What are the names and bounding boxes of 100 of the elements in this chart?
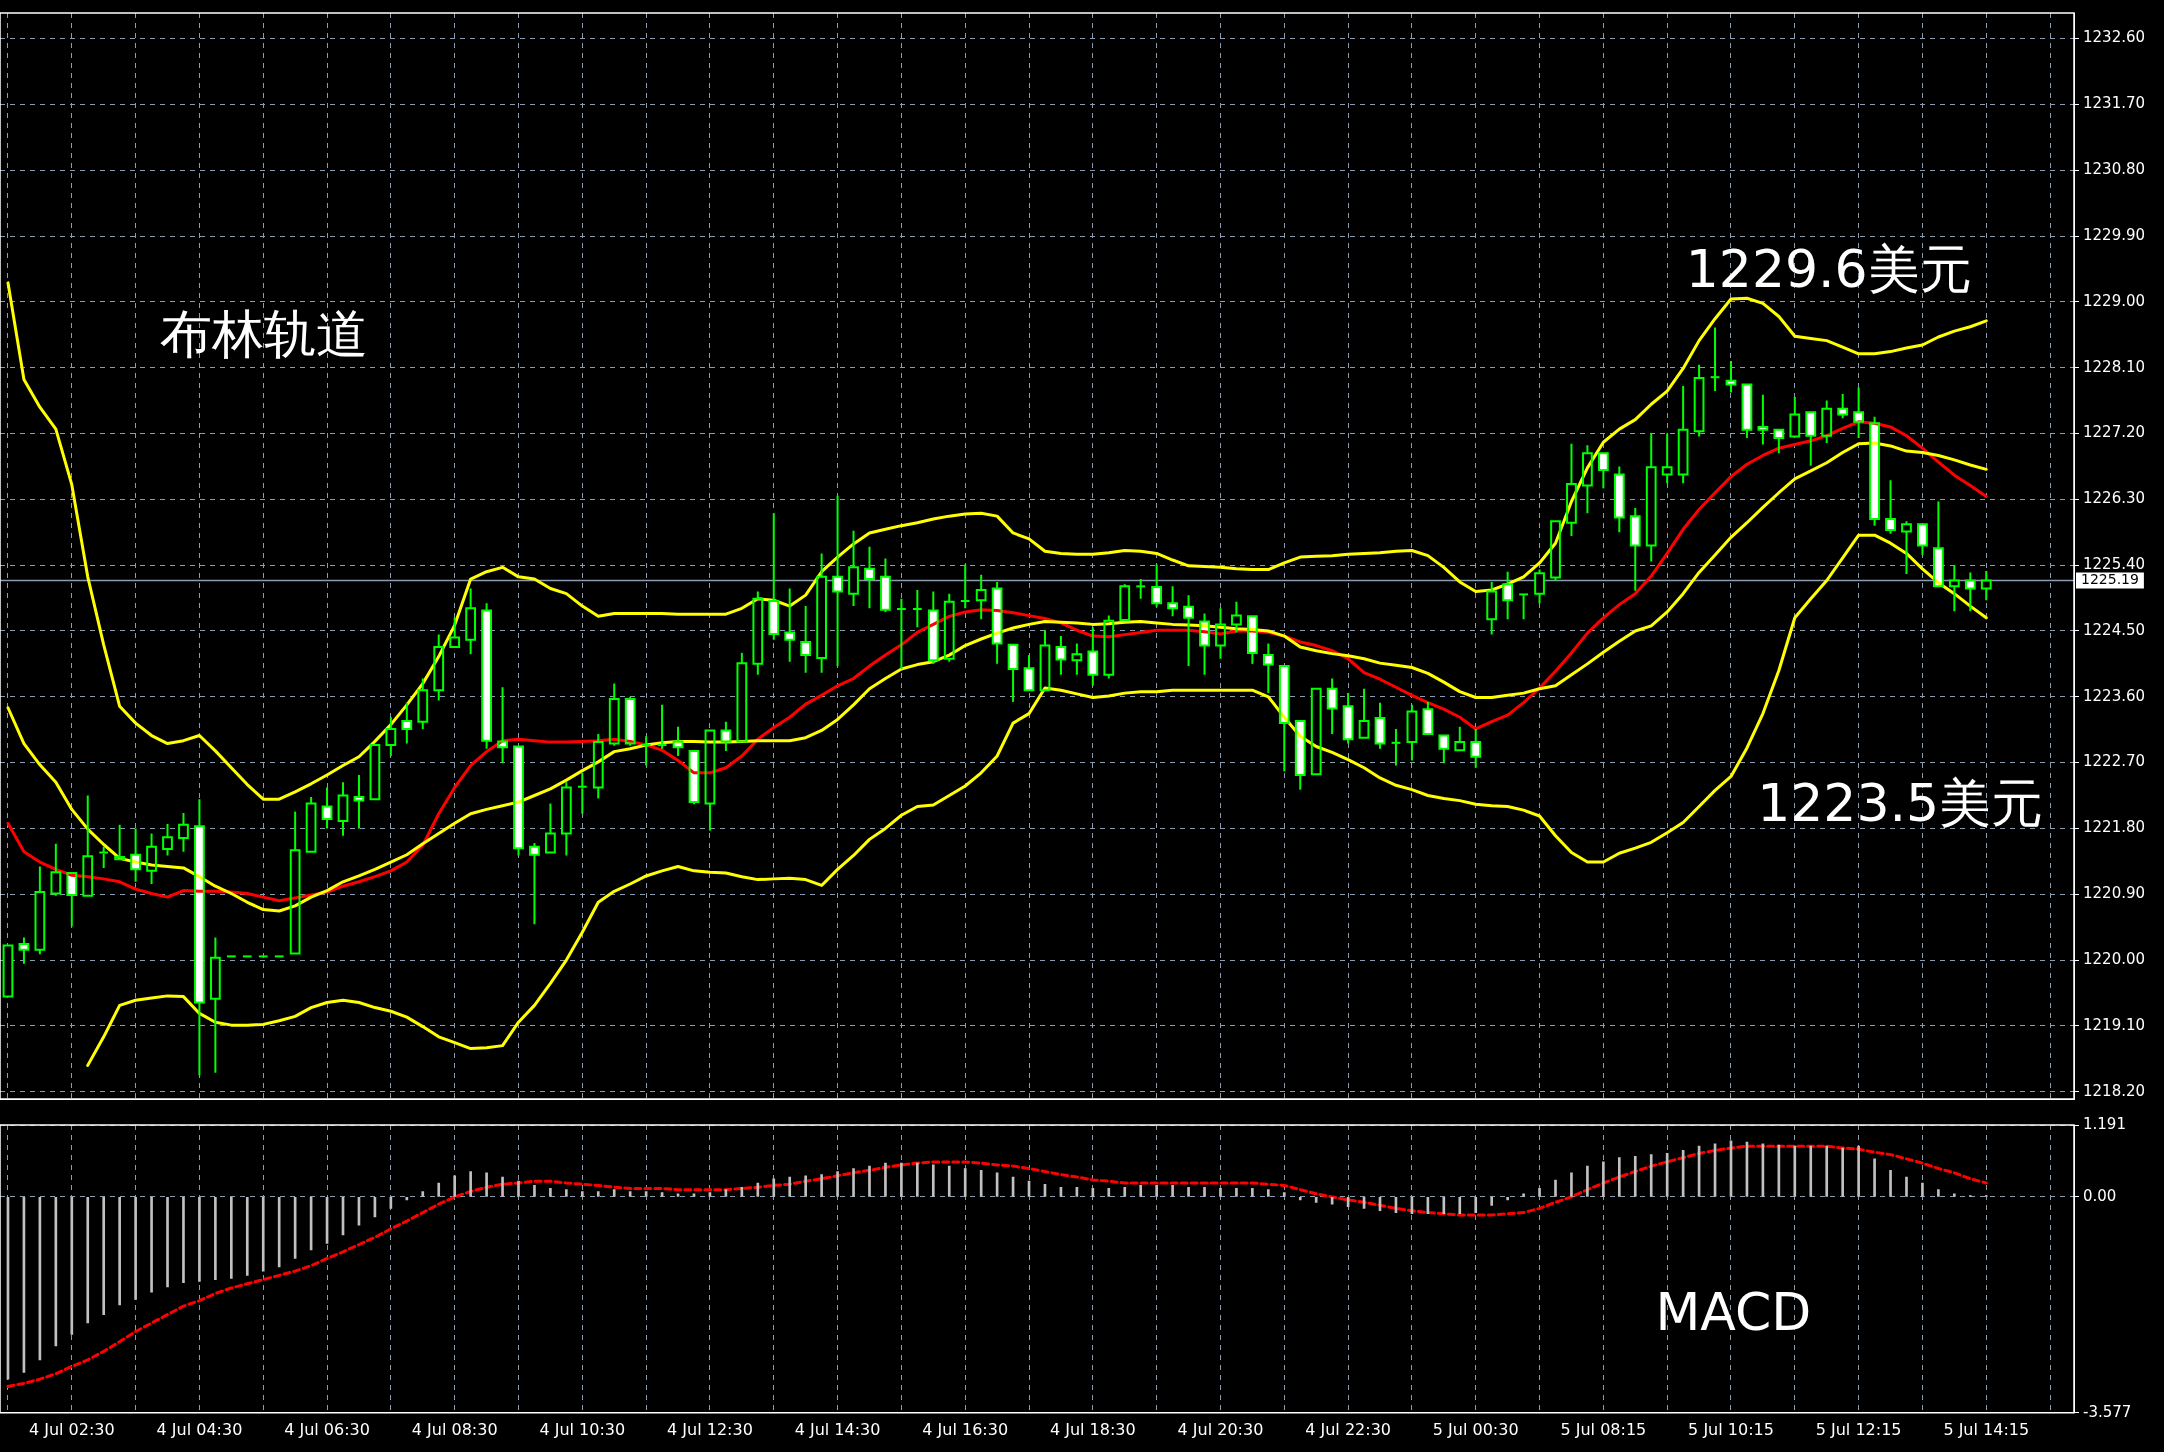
bar (1506, 1197, 1509, 1201)
bar (86, 1197, 90, 1324)
x-tick-label: 4 Jul 10:30 (539, 1419, 626, 1439)
y-tick-label: 1220.00 (2083, 949, 2146, 968)
x-tick-label: 4 Jul 12:30 (667, 1419, 753, 1439)
bar (277, 1197, 281, 1268)
bar (788, 1176, 792, 1197)
bar (868, 1165, 871, 1197)
bar (485, 1172, 488, 1197)
bar (214, 1197, 217, 1280)
bar (1282, 1192, 1286, 1197)
bar (150, 1197, 153, 1293)
x-tick-label: 4 Jul 20:30 (1177, 1419, 1264, 1439)
candlestick (959, 563, 971, 610)
bar (1953, 1193, 1956, 1197)
bar (836, 1171, 839, 1197)
y-tick-label: 1222.70 (2083, 752, 2146, 771)
y-tick-label: 1224.50 (2083, 620, 2146, 639)
bar (1187, 1186, 1190, 1197)
bar (1586, 1165, 1589, 1197)
annotation: 1229.6美元 (1685, 239, 1972, 300)
bar (756, 1182, 760, 1197)
y-tick-label: 1227.20 (2083, 423, 2146, 442)
bar (1314, 1197, 1318, 1203)
bar (421, 1191, 425, 1197)
candlestick (257, 955, 269, 958)
line-series (6, 1144, 1988, 1388)
x-tick-label: 4 Jul 06:30 (284, 1419, 370, 1439)
x-tick-label: 5 Jul 14:15 (1943, 1419, 2030, 1439)
x-tick-label: 5 Jul 00:30 (1432, 1419, 1519, 1439)
bar (820, 1174, 823, 1197)
bar (596, 1191, 600, 1197)
bar (1649, 1154, 1653, 1197)
bar (517, 1180, 520, 1197)
candlestick (1518, 593, 1529, 621)
candlestick (896, 597, 907, 670)
bar (501, 1176, 504, 1197)
y-tick-label: 1225.40 (2083, 555, 2146, 574)
bar (1809, 1145, 1813, 1197)
bar (1474, 1197, 1478, 1213)
bar (628, 1191, 632, 1197)
bar (437, 1182, 441, 1197)
y-tick-label: -3.577 (2083, 1402, 2132, 1421)
bar (1155, 1185, 1158, 1197)
bar (1857, 1145, 1860, 1197)
bar (1793, 1145, 1797, 1197)
bar (884, 1162, 887, 1197)
y-tick-label: 1230.80 (2083, 160, 2146, 179)
candlestick (98, 845, 110, 869)
y-tick-label: 1226.30 (2083, 489, 2146, 508)
bar (1203, 1186, 1206, 1197)
annotation: MACD (1655, 1281, 1812, 1342)
bar (1139, 1185, 1143, 1197)
bar (1554, 1179, 1557, 1197)
candlestick (640, 735, 652, 767)
bar (804, 1175, 807, 1197)
bar (1267, 1189, 1270, 1197)
bar (1841, 1147, 1844, 1197)
bar (1298, 1197, 1302, 1201)
candlestick (225, 955, 237, 958)
bar (931, 1164, 935, 1197)
bar (565, 1189, 568, 1197)
candlestick (911, 589, 923, 629)
y-tick-label: 1229.00 (2083, 291, 2146, 310)
candlestick (241, 955, 253, 958)
x-tick-label: 4 Jul 16:30 (922, 1419, 1009, 1439)
bar (580, 1191, 584, 1197)
bar (900, 1162, 903, 1197)
x-tick-label: 4 Jul 22:30 (1305, 1419, 1391, 1439)
bar (1219, 1188, 1222, 1197)
bar (1490, 1197, 1494, 1206)
bar (1633, 1156, 1637, 1197)
bar (1235, 1188, 1238, 1197)
ref-line-label: 1225.19 (2081, 571, 2139, 588)
bar (1905, 1176, 1908, 1197)
x-tick-label: 4 Jul 04:30 (156, 1419, 243, 1439)
x-tick-label: 5 Jul 12:15 (1815, 1419, 1902, 1439)
bar (1171, 1185, 1174, 1197)
bar (1458, 1197, 1462, 1215)
bar (230, 1197, 233, 1279)
bar (70, 1197, 74, 1335)
bar (1251, 1188, 1254, 1197)
bar (1665, 1153, 1669, 1197)
x-tick-label: 5 Jul 08:15 (1560, 1419, 1647, 1439)
bar (182, 1197, 185, 1283)
bar (134, 1197, 137, 1300)
candlestick (576, 771, 588, 815)
bar (1617, 1157, 1621, 1197)
y-tick-label: 1223.60 (2083, 686, 2146, 705)
candlestick (1135, 578, 1147, 600)
y-tick-label: 1220.90 (2083, 884, 2146, 903)
bar (198, 1197, 201, 1282)
bar (852, 1168, 855, 1197)
bar (166, 1197, 169, 1288)
y-tick-label: 1219.10 (2083, 1015, 2146, 1034)
x-tick-label: 4 Jul 18:30 (1049, 1419, 1136, 1439)
bar (549, 1188, 552, 1197)
bar (453, 1175, 457, 1197)
bar (947, 1165, 951, 1197)
y-tick-label: 1228.10 (2083, 357, 2146, 376)
